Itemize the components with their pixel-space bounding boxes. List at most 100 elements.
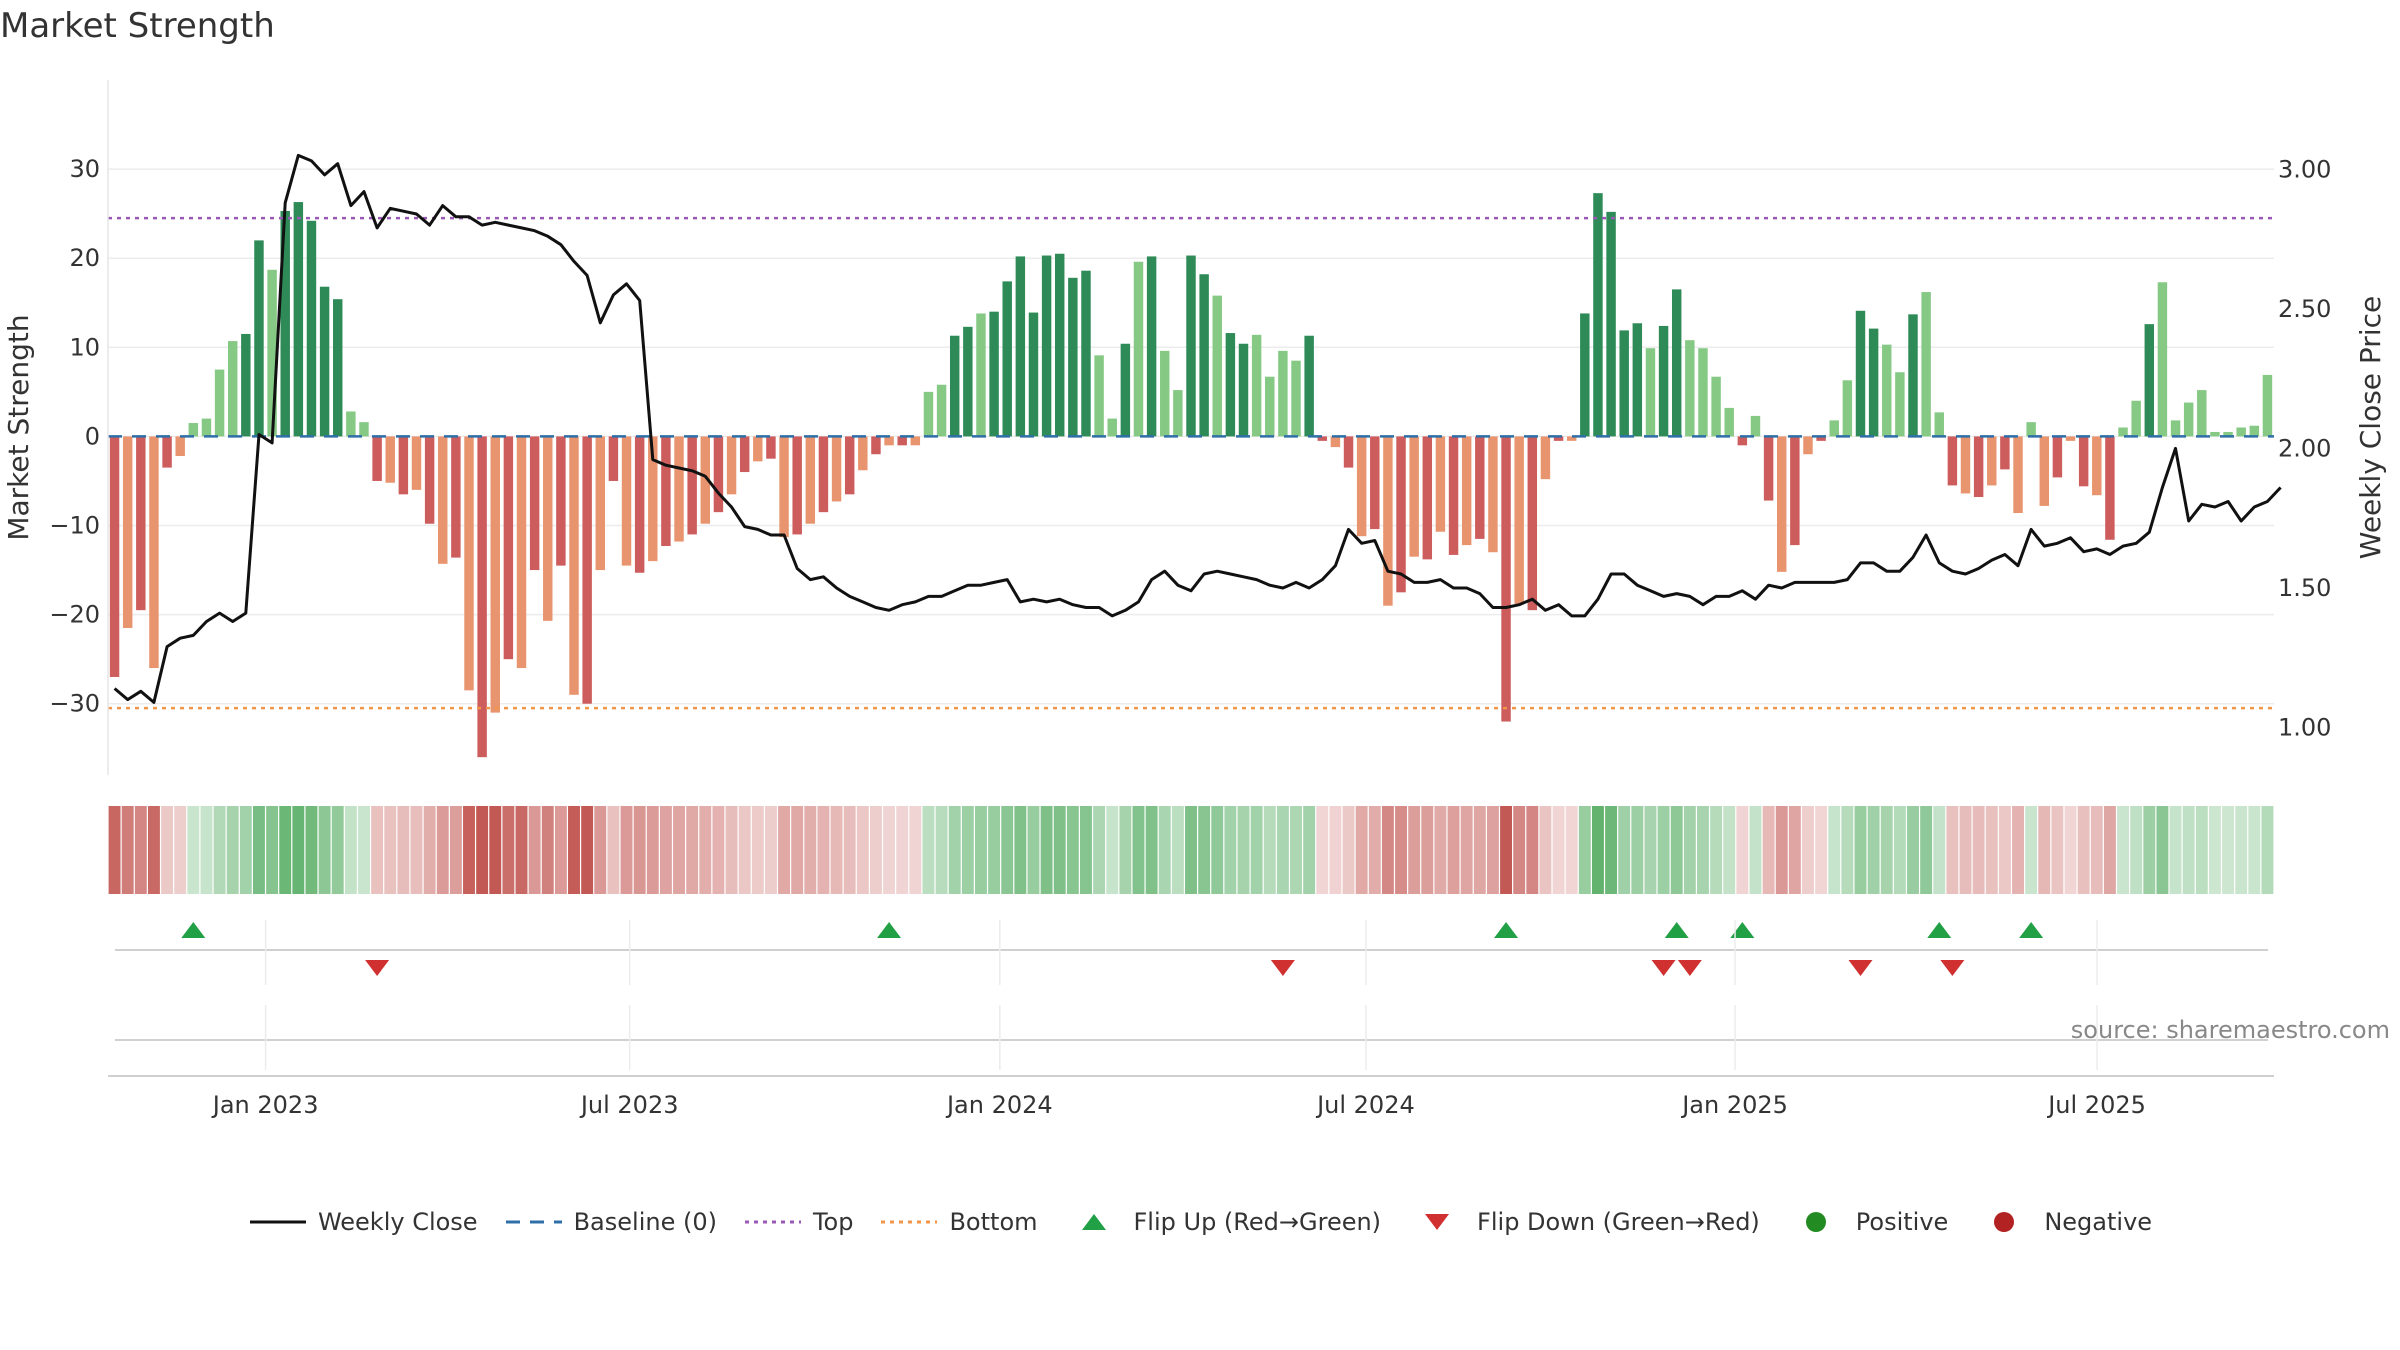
ribbon-cell <box>2156 806 2169 894</box>
strength-bar <box>2065 436 2076 441</box>
flip-up-marker <box>877 922 902 938</box>
strength-bar <box>910 436 921 446</box>
strength-bar <box>2262 374 2273 437</box>
strength-bar <box>1658 325 1669 437</box>
strength-bar <box>2197 390 2207 437</box>
ribbon-cell <box>279 806 292 894</box>
flip-markers <box>115 922 2268 1041</box>
ribbon-cell <box>344 806 357 894</box>
strength-bar <box>109 436 120 677</box>
strength-bar <box>844 436 855 495</box>
strength-bar <box>1317 436 1327 441</box>
strength-bar <box>2249 425 2260 437</box>
strength-bar <box>871 436 881 455</box>
x-tick-label: Jan 2023 <box>211 1091 319 1119</box>
strength-bar <box>1593 193 1603 437</box>
ribbon-cell <box>476 806 489 894</box>
strength-bar <box>438 436 448 564</box>
ribbon-cell <box>620 806 633 894</box>
ribbon-cell <box>318 806 331 894</box>
strength-bar <box>280 210 290 437</box>
ribbon-cell <box>817 806 830 894</box>
ribbon-cell <box>2169 806 2182 894</box>
ribbon-cell <box>1342 806 1355 894</box>
strength-bar <box>989 311 999 437</box>
strength-bar <box>1947 436 1958 486</box>
strength-bar <box>1501 436 1511 722</box>
flip-down-marker <box>365 960 390 976</box>
ribbon-cell <box>1290 806 1302 894</box>
ribbon-cell <box>2248 806 2261 894</box>
strength-bar <box>1173 390 1183 437</box>
strength-bar <box>1921 292 1931 437</box>
weekly-close-line <box>113 153 2282 704</box>
strength-ribbon <box>108 806 2274 894</box>
ribbon-cell <box>1775 806 1788 894</box>
ribbon-cell <box>1368 806 1381 894</box>
ribbon-cell <box>975 806 987 894</box>
ribbon-cell <box>751 806 764 894</box>
y2-tick-label: 2.50 <box>2278 295 2331 323</box>
strength-bar <box>385 436 395 483</box>
y2-tick-label: 2.00 <box>2278 434 2331 462</box>
ribbon-cell <box>1001 806 1014 894</box>
strength-bar <box>1553 436 1564 441</box>
ribbon-cell <box>1500 806 1513 894</box>
strength-bar <box>1606 211 1616 437</box>
ribbon-cell <box>1605 806 1618 894</box>
legend-label: Flip Up (Red→Green) <box>1133 1208 1382 1236</box>
flip-down-marker <box>1940 960 1965 976</box>
strength-bar <box>227 341 238 437</box>
ribbon-cell <box>1395 806 1407 894</box>
ribbon-cell <box>2012 806 2024 894</box>
ribbon-cell <box>988 806 1001 894</box>
strength-bar <box>766 436 776 459</box>
strength-bar <box>949 335 960 437</box>
ribbon-cell <box>1237 806 1250 894</box>
ribbon-cell <box>830 806 843 894</box>
legend-item: Bottom <box>879 1208 1038 1236</box>
ribbon-cell <box>2195 806 2208 894</box>
ribbon-cell <box>384 806 397 894</box>
ribbon-cell <box>856 806 869 894</box>
ribbon-cell <box>147 806 160 894</box>
strength-bar <box>333 299 343 437</box>
strength-bar <box>739 436 750 473</box>
strength-bar <box>2026 422 2036 437</box>
ribbon-cell <box>778 806 791 894</box>
ribbon-cell <box>948 806 961 894</box>
ribbon-cell <box>804 806 817 894</box>
ribbon-cell <box>594 806 607 894</box>
ribbon-cell <box>1762 806 1775 894</box>
strength-bar <box>1619 330 1629 437</box>
strength-bar <box>1028 312 1039 437</box>
ribbon-cell <box>1972 806 1985 894</box>
ribbon-cell <box>554 806 567 894</box>
strength-bar <box>1160 350 1170 437</box>
ribbon-cell <box>659 806 672 894</box>
strength-bar <box>529 436 540 571</box>
y-axis-title: Market Strength <box>2 314 35 540</box>
strength-bar <box>1251 334 1262 437</box>
strength-bar <box>2000 436 2010 470</box>
ribbon-cell <box>883 806 896 894</box>
legend-item: Flip Up (Red→Green) <box>1064 1208 1382 1236</box>
flip-up-marker <box>1664 922 1689 938</box>
strength-bar <box>1488 436 1498 553</box>
strength-bar <box>1934 412 1944 437</box>
ribbon-cell <box>1408 806 1421 894</box>
ribbon-cell <box>1998 806 2011 894</box>
strength-bar <box>1133 261 1144 437</box>
strength-bar <box>792 436 802 535</box>
ribbon-cell <box>607 806 620 894</box>
ribbon-cell <box>121 806 134 894</box>
x-axis: Jan 2023 Jul 2023 Jan 2024 Jul 2024 Jan 2025… <box>108 920 2274 1119</box>
ribbon-cell <box>1460 806 1473 894</box>
ribbon-cell <box>2130 806 2143 894</box>
strength-bar <box>1960 436 1971 494</box>
strength-bar <box>424 436 435 524</box>
ribbon-cell <box>1303 806 1316 894</box>
strength-bar <box>1383 436 1393 606</box>
ribbon-cell <box>935 806 948 894</box>
legend-label: Flip Down (Green→Red) <box>1477 1208 1760 1236</box>
